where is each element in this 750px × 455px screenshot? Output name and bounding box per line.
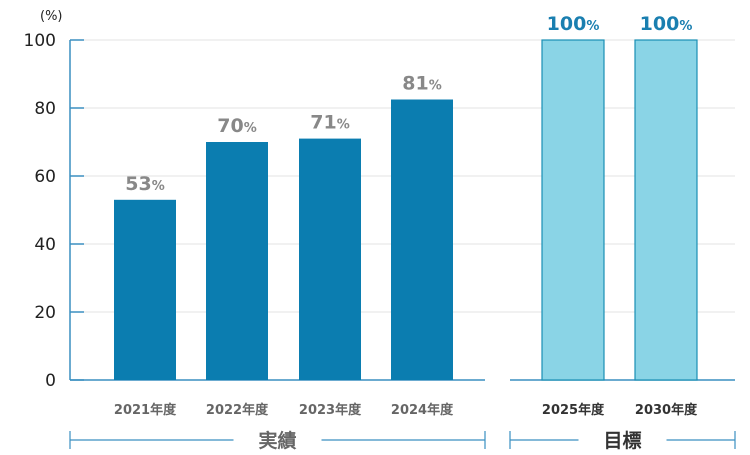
data-label-value: 81 <box>402 73 428 95</box>
category-label: 2021年度 <box>114 402 177 418</box>
data-labels: 53%70% 71%81%100% 100% <box>125 13 692 195</box>
bar <box>634 39 698 381</box>
data-label: 53% <box>125 173 164 195</box>
data-label-unit: % <box>337 118 350 133</box>
group-label: 目標 <box>603 429 641 452</box>
data-label-unit: % <box>586 19 599 34</box>
y-unit-label: (%) <box>40 9 63 24</box>
data-label-value: 71 <box>310 112 336 134</box>
bar <box>299 138 361 380</box>
data-label: 100% <box>640 13 693 35</box>
data-label-value: 100 <box>640 13 680 35</box>
y-tick-label: 100 <box>24 31 56 51</box>
category-label: 2030年度 <box>635 402 698 418</box>
y-tick-label: 40 <box>34 235 56 255</box>
data-label-unit: % <box>152 179 165 194</box>
category-label: 2024年度 <box>391 402 454 418</box>
data-label-value: 53 <box>125 173 151 195</box>
bar <box>206 142 268 380</box>
bar <box>391 99 453 380</box>
data-label-value: 100 <box>547 13 587 35</box>
category-labels: 2021年度 2022年度 2023年度 2024年度 2025年度 2030年度 <box>114 402 698 418</box>
bars <box>114 39 698 381</box>
data-label: 81% <box>402 73 441 95</box>
data-label-unit: % <box>679 19 692 34</box>
y-tick-label: 0 <box>45 371 56 391</box>
y-tick-label: 20 <box>34 303 56 323</box>
y-tick-label: 80 <box>34 99 56 119</box>
data-label-unit: % <box>244 121 257 136</box>
data-label-unit: % <box>429 79 442 94</box>
data-label-value: 70 <box>217 115 243 137</box>
bar <box>541 39 605 381</box>
data-label: 71% <box>310 112 349 134</box>
y-tick-label: 60 <box>34 167 56 187</box>
bar <box>114 199 176 380</box>
group-brackets: 実績 目標 <box>69 429 736 452</box>
data-label: 70% <box>217 115 256 137</box>
data-label: 100% <box>547 13 600 35</box>
category-label: 2025年度 <box>542 402 605 418</box>
category-label: 2022年度 <box>206 402 269 418</box>
group-label: 実績 <box>258 429 296 452</box>
category-label: 2023年度 <box>299 402 362 418</box>
